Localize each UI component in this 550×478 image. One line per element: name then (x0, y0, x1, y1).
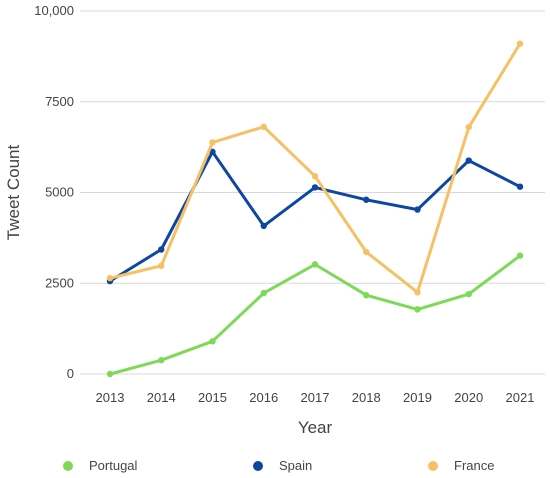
data-point (516, 40, 524, 47)
data-point (209, 148, 216, 156)
data-point (363, 292, 370, 299)
x-tick-label: 2021 (506, 390, 535, 405)
data-point (363, 248, 370, 256)
x-tick-label: 2017 (301, 390, 330, 405)
x-tick-label: 2014 (147, 390, 176, 405)
data-point (260, 123, 267, 130)
data-point (209, 338, 216, 345)
legend-item-france: France (428, 458, 494, 473)
data-point (414, 289, 421, 296)
data-point (106, 370, 114, 378)
legend-marker (253, 461, 263, 471)
data-point (260, 222, 267, 230)
x-tick-label: 2020 (454, 390, 483, 405)
legend-label: Portugal (89, 458, 138, 473)
legend-item-portugal: Portugal (63, 458, 138, 473)
x-tick-label: 2018 (352, 390, 381, 405)
gridlines (80, 10, 545, 375)
x-tick-label: 2019 (403, 390, 432, 405)
data-point (516, 183, 524, 190)
legend-marker (428, 461, 438, 471)
data-point (311, 184, 319, 191)
data-point (465, 123, 472, 131)
y-axis-ticks: 0 2500 5000 7500 10,000 (34, 3, 74, 381)
series-line (108, 254, 522, 376)
data-point (106, 274, 114, 282)
x-axis-title: Year (298, 418, 333, 437)
x-axis-ticks: 2013 2014 2015 2016 2017 2018 2019 2020 2021 (96, 390, 535, 405)
y-tick-label: 10,000 (34, 3, 74, 18)
series-layer (106, 40, 524, 378)
legend-item-spain: Spain (253, 458, 312, 473)
series-france (106, 40, 524, 296)
data-point (414, 306, 421, 313)
legend-label: Spain (279, 458, 312, 473)
series-line (108, 42, 522, 294)
data-point (465, 157, 472, 164)
series-portugal (106, 252, 524, 378)
data-point (516, 252, 524, 259)
data-point (363, 196, 370, 203)
data-point (414, 206, 421, 213)
legend-marker (63, 461, 73, 471)
y-axis-title: Tweet Count (4, 145, 23, 241)
data-point (158, 357, 165, 364)
data-point (158, 246, 165, 253)
y-tick-label: 0 (67, 366, 74, 381)
x-tick-label: 2016 (249, 390, 278, 405)
data-point (311, 261, 319, 268)
y-tick-label: 2500 (45, 275, 74, 290)
data-point (209, 139, 216, 146)
legend: Portugal Spain France (63, 458, 494, 473)
data-point (158, 262, 165, 270)
y-tick-label: 7500 (45, 94, 74, 109)
series-spain (106, 148, 524, 285)
data-point (311, 172, 319, 180)
x-tick-label: 2013 (96, 390, 125, 405)
data-point (465, 290, 472, 298)
data-point (260, 289, 267, 297)
y-tick-label: 5000 (45, 185, 74, 200)
legend-label: France (454, 458, 494, 473)
x-tick-label: 2015 (198, 390, 227, 405)
